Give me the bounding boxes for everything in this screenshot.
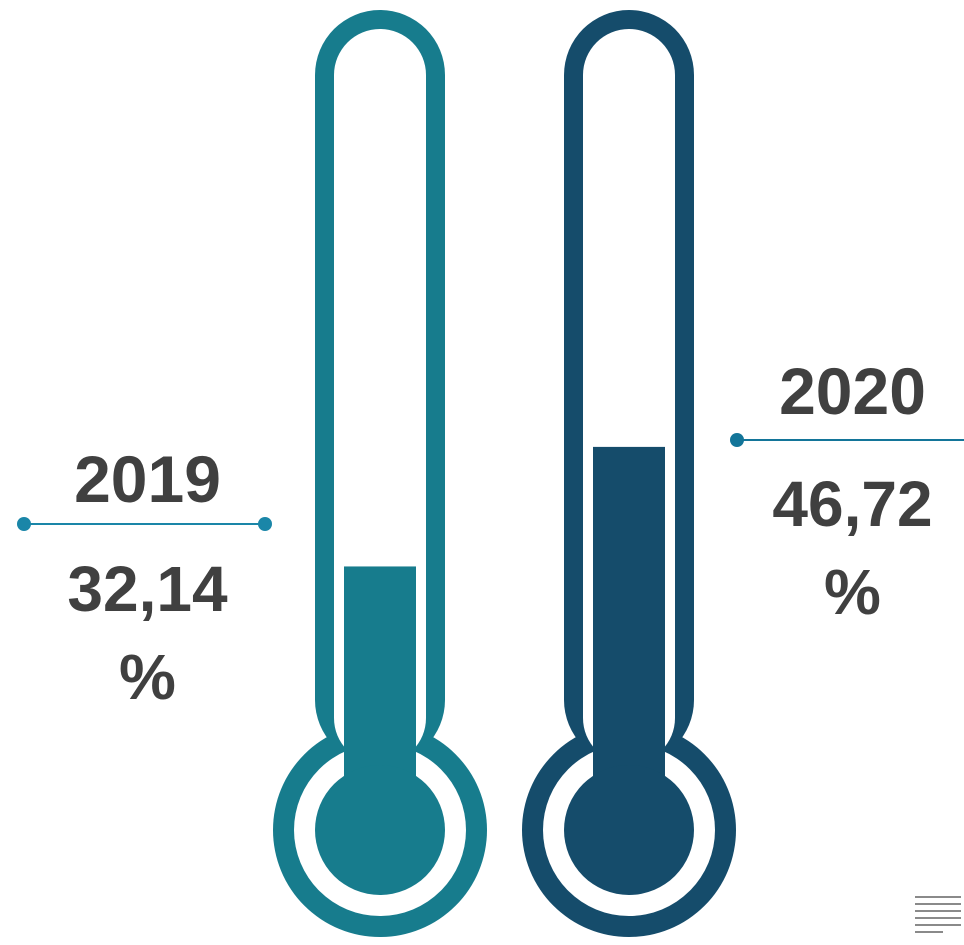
connector-2019 [17, 517, 272, 531]
connector-dot [730, 433, 744, 447]
thermometer-2020 [522, 10, 736, 937]
connector-2020 [730, 433, 964, 447]
menu-lines-icon[interactable] [913, 893, 963, 937]
connector-dot [17, 517, 31, 531]
right-year-label: 2020 [779, 354, 926, 428]
thermometer-2019 [273, 10, 487, 937]
thermometer-fill-bulb [315, 765, 445, 895]
left-year-label: 2019 [74, 442, 221, 516]
connector-dot [258, 517, 272, 531]
left-value-label: 32,14 [67, 553, 228, 625]
right-value-label: 46,72 [772, 468, 933, 540]
left-unit-label: % [119, 641, 176, 713]
right-unit-label: % [824, 556, 881, 628]
thermometer-fill-bulb [564, 765, 694, 895]
